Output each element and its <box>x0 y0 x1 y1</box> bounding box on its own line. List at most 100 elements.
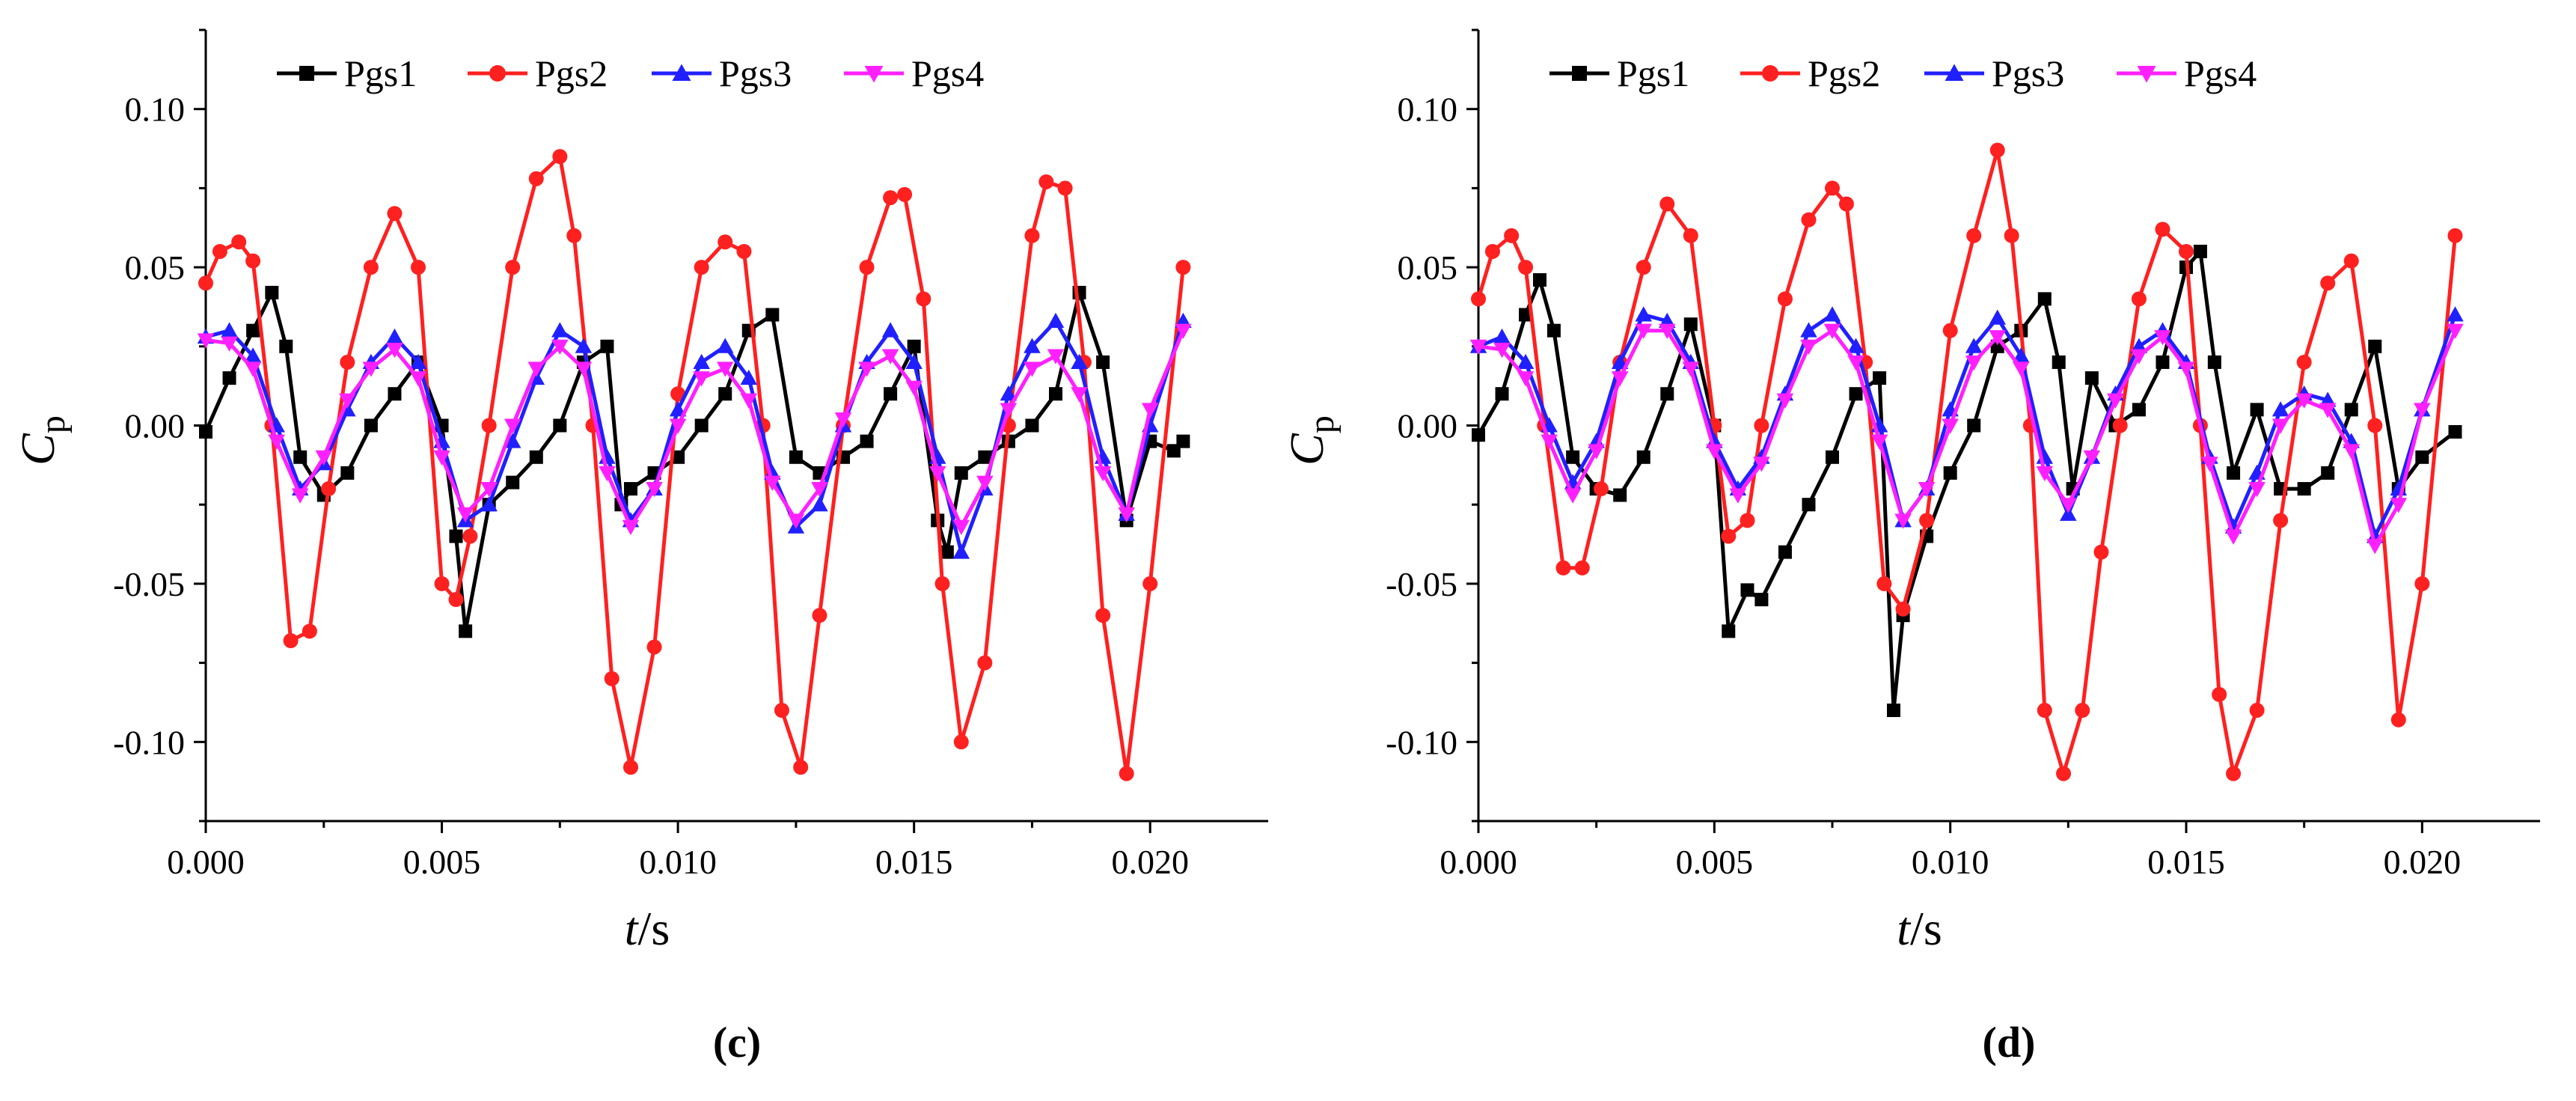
x-axis-title-symbol: t <box>625 902 640 955</box>
data-point <box>1472 428 1485 442</box>
data-point <box>1574 560 1590 576</box>
data-point <box>409 353 427 369</box>
data-point <box>978 450 992 464</box>
data-point <box>1611 353 1629 369</box>
data-point <box>2156 355 2170 369</box>
data-point <box>694 260 709 275</box>
data-point <box>740 393 758 409</box>
data-point <box>897 186 913 202</box>
data-point <box>1175 323 1192 339</box>
x-tick-label: 0.000 <box>1440 843 1517 881</box>
y-tick-label: 0.10 <box>1398 91 1458 129</box>
data-point <box>553 418 567 433</box>
data-point <box>1989 142 2005 158</box>
data-point <box>2297 482 2311 496</box>
data-point <box>1047 349 1065 365</box>
data-point <box>245 253 261 269</box>
legend-swatch-marker <box>864 66 884 83</box>
data-point <box>1823 306 1841 322</box>
x-tick-label: 0.015 <box>875 843 953 881</box>
data-point <box>386 328 403 344</box>
data-point <box>2343 444 2360 460</box>
data-point <box>2037 292 2052 306</box>
data-point <box>409 371 427 387</box>
data-point <box>2249 703 2265 719</box>
data-point <box>1593 481 1609 497</box>
x-tick-label: 0.005 <box>403 843 481 881</box>
data-point <box>881 322 899 338</box>
panel-caption: (c) <box>713 1018 761 1067</box>
data-point <box>575 362 593 377</box>
x-tick-label: 0.020 <box>2384 843 2462 881</box>
data-point <box>793 760 809 775</box>
data-point <box>1826 450 1839 464</box>
data-point <box>1754 418 1769 433</box>
data-point <box>1517 353 1535 369</box>
data-point <box>2343 253 2359 269</box>
data-point <box>1876 576 1892 591</box>
series-pgs4 <box>197 323 1192 536</box>
y-axis-title: Cp <box>1280 415 1341 466</box>
y-tick-label: -0.05 <box>1386 565 1457 603</box>
data-point <box>411 260 426 275</box>
data-point <box>1801 212 1817 228</box>
y-tick-label: 0.00 <box>1398 407 1458 445</box>
data-point <box>1518 260 1534 275</box>
legend-label: Pgs4 <box>2184 52 2257 94</box>
y-tick-label: 0.05 <box>1398 248 1458 287</box>
data-point <box>2248 482 2266 498</box>
data-point <box>1659 323 1676 339</box>
data-point <box>2271 401 2289 417</box>
data-point <box>1519 308 1533 322</box>
data-point <box>2368 339 2382 353</box>
data-point <box>480 482 498 498</box>
data-point <box>1943 466 1957 480</box>
data-point <box>1636 450 1650 464</box>
data-point <box>1870 434 1888 450</box>
data-point <box>2390 498 2408 513</box>
data-point <box>364 418 378 433</box>
data-point <box>283 633 299 649</box>
data-point <box>2056 766 2072 781</box>
data-point <box>1740 583 1754 597</box>
data-point <box>2093 544 2109 560</box>
y-axis-title-subscript: p <box>33 415 73 433</box>
data-point <box>2036 466 2054 482</box>
data-point <box>1800 339 1817 356</box>
data-point <box>1919 513 1935 528</box>
data-point <box>858 362 875 377</box>
data-point <box>433 450 450 466</box>
data-point <box>2155 222 2170 237</box>
data-point <box>1823 323 1841 339</box>
y-tick-label: 0.00 <box>125 407 186 445</box>
data-point <box>449 529 463 543</box>
data-point <box>1025 418 1039 433</box>
data-point <box>1659 196 1675 212</box>
data-point <box>2177 362 2195 377</box>
legend-label: Pgs2 <box>1808 52 1880 94</box>
data-point <box>340 466 355 480</box>
data-point <box>2414 403 2431 418</box>
data-point <box>2447 306 2464 322</box>
chart-panel-2: 0.000 0.005 0.010 0.015 0.020 -0.10 -0.05 0.00 0… <box>1280 28 2540 1067</box>
data-point <box>1504 228 1520 243</box>
data-point <box>2447 323 2464 339</box>
data-point <box>881 349 899 365</box>
legend-swatch-marker <box>2137 66 2156 83</box>
data-point <box>716 362 734 377</box>
data-point <box>669 418 687 434</box>
data-point <box>2075 703 2090 719</box>
data-point <box>1493 328 1511 344</box>
data-point <box>1849 387 1863 401</box>
data-point <box>388 387 402 401</box>
data-point <box>940 545 954 559</box>
data-point <box>860 434 874 448</box>
data-point <box>199 424 212 439</box>
data-point <box>1802 498 1816 512</box>
legend: Pgs1 Pgs2 Pgs3 Pgs4 <box>277 52 984 94</box>
data-point <box>1838 196 1854 212</box>
data-point <box>934 576 950 591</box>
data-point <box>566 228 582 243</box>
data-point <box>789 450 803 464</box>
